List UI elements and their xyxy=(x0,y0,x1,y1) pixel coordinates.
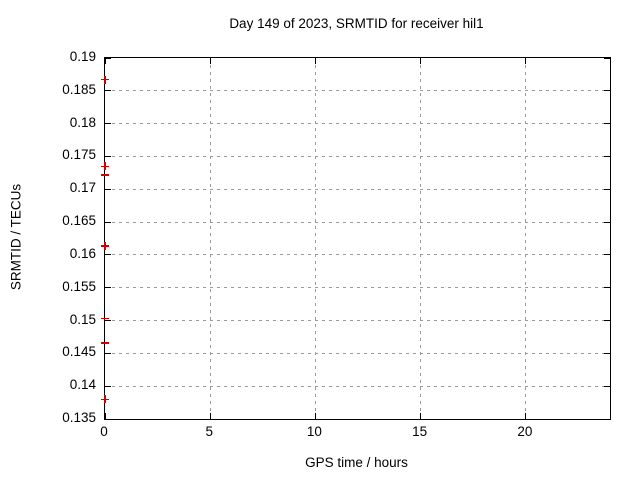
y-tick-label: 0.135 xyxy=(62,410,96,425)
y-tick-label: 0.14 xyxy=(69,377,96,393)
y-gridline xyxy=(105,90,610,92)
y-tick-left xyxy=(105,320,111,322)
x-tick-top xyxy=(314,58,316,64)
y-tick-right xyxy=(604,352,610,354)
data-point-marker xyxy=(101,342,109,344)
y-tick-left xyxy=(105,188,111,190)
y-gridline xyxy=(105,254,610,256)
x-gridline xyxy=(525,58,527,419)
y-tick-left xyxy=(105,352,111,354)
y-tick-right xyxy=(604,320,610,322)
y-tick-right xyxy=(604,90,610,92)
y-tick-left xyxy=(105,385,111,387)
y-gridline xyxy=(105,188,610,190)
y-gridline xyxy=(105,320,610,322)
x-tick-bottom xyxy=(525,413,527,419)
y-tick-left xyxy=(105,254,111,256)
data-point-marker xyxy=(101,174,109,176)
x-tick-label: 5 xyxy=(205,424,213,439)
y-tick-right xyxy=(604,287,610,289)
y-tick-label: 0.165 xyxy=(62,213,96,229)
x-gridline xyxy=(314,58,316,419)
y-tick-label: 0.19 xyxy=(69,49,96,64)
x-tick-bottom xyxy=(104,413,106,419)
data-point-marker xyxy=(104,241,106,250)
x-tick-top xyxy=(209,58,211,64)
y-tick-label: 0.155 xyxy=(62,278,96,294)
data-point-marker xyxy=(104,395,106,404)
y-tick-label: 0.15 xyxy=(69,311,96,327)
x-gridline xyxy=(420,58,422,419)
y-tick-left xyxy=(105,287,111,289)
y-tick-right xyxy=(604,188,610,190)
y-gridline xyxy=(105,221,610,223)
y-tick-left xyxy=(105,155,111,157)
y-tick-label: 0.185 xyxy=(62,81,96,97)
x-tick-label: 0 xyxy=(100,424,108,439)
x-tick-top xyxy=(104,58,106,64)
y-gridline xyxy=(105,123,610,125)
y-tick-right xyxy=(604,418,610,420)
y-tick-label: 0.17 xyxy=(69,180,96,196)
x-gridline xyxy=(209,58,211,419)
y-tick-right xyxy=(604,221,610,223)
y-gridline xyxy=(105,385,610,387)
x-tick-bottom xyxy=(314,413,316,419)
y-tick-right xyxy=(604,254,610,256)
x-tick-label: 15 xyxy=(412,424,428,439)
y-gridline xyxy=(105,155,610,157)
y-tick-left xyxy=(105,90,111,92)
y-tick-label: 0.18 xyxy=(69,114,96,130)
x-axis-title: GPS time / hours xyxy=(305,455,408,470)
x-tick-top xyxy=(420,58,422,64)
data-point-marker xyxy=(101,317,109,320)
x-tick-bottom xyxy=(420,413,422,419)
y-tick-right xyxy=(604,57,610,59)
y-tick-right xyxy=(604,123,610,125)
data-point-marker xyxy=(104,75,106,84)
data-point-marker xyxy=(104,162,106,171)
y-tick-right xyxy=(604,385,610,387)
x-tick-bottom xyxy=(209,413,211,419)
y-axis-title: SRMTID / TECUs xyxy=(8,183,24,291)
y-tick-right xyxy=(604,155,610,157)
y-tick-left xyxy=(105,57,111,59)
y-tick-label: 0.16 xyxy=(69,245,96,261)
plot-area xyxy=(101,57,611,420)
y-tick-left xyxy=(105,418,111,420)
y-tick-label: 0.175 xyxy=(62,147,96,163)
y-gridline xyxy=(105,352,610,354)
y-tick-left xyxy=(105,123,111,125)
x-tick-label: 10 xyxy=(306,424,322,439)
chart-title: Day 149 of 2023, SRMTID for receiver hil… xyxy=(229,16,484,31)
x-tick-label: 20 xyxy=(517,424,533,439)
y-tick-label: 0.145 xyxy=(62,344,96,360)
y-tick-left xyxy=(105,221,111,223)
x-tick-top xyxy=(525,58,527,64)
y-gridline xyxy=(105,287,610,289)
